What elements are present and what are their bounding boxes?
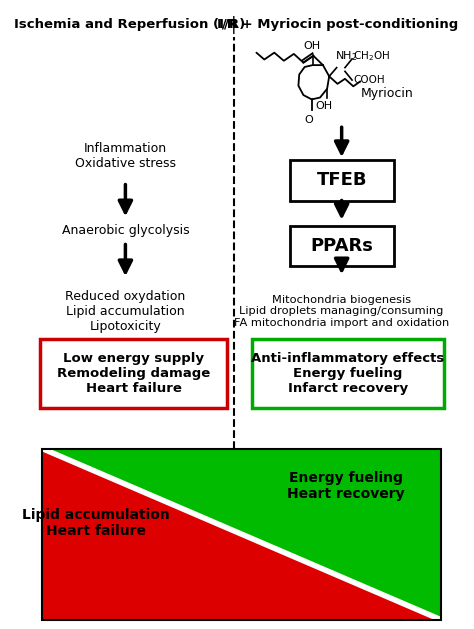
Text: Mitochondria biogenesis
Lipid droplets managing/consuming
FA mitochondria import: Mitochondria biogenesis Lipid droplets m… — [234, 295, 449, 328]
Text: Low energy supply
Remodeling damage
Heart failure: Low energy supply Remodeling damage Hear… — [57, 352, 210, 395]
Text: Lipid accumulation
Heart failure: Lipid accumulation Heart failure — [22, 508, 170, 538]
Text: Energy fueling
Heart recovery: Energy fueling Heart recovery — [287, 471, 405, 501]
Bar — [42, 448, 441, 620]
Text: OH: OH — [316, 101, 333, 111]
FancyBboxPatch shape — [40, 340, 228, 408]
Text: I/R + Myriocin post-conditioning: I/R + Myriocin post-conditioning — [217, 18, 458, 31]
Text: PPARs: PPARs — [310, 237, 373, 255]
Text: Ischemia and Reperfusion (I/R): Ischemia and Reperfusion (I/R) — [14, 18, 245, 31]
Bar — [42, 448, 441, 620]
Text: |: | — [231, 16, 237, 33]
Text: Anaerobic glycolysis: Anaerobic glycolysis — [62, 224, 189, 237]
FancyBboxPatch shape — [290, 160, 393, 201]
FancyBboxPatch shape — [252, 340, 444, 408]
Text: TFEB: TFEB — [317, 172, 367, 189]
Text: Anti-inflammatory effects
Energy fueling
Infarct recovery: Anti-inflammatory effects Energy fueling… — [251, 352, 445, 395]
FancyBboxPatch shape — [290, 226, 393, 266]
Text: O: O — [304, 115, 313, 125]
Polygon shape — [42, 448, 441, 620]
Text: NH$_2$: NH$_2$ — [336, 49, 358, 63]
Text: CH$_2$OH: CH$_2$OH — [353, 49, 390, 63]
Text: Myriocin: Myriocin — [361, 87, 414, 99]
Text: COOH: COOH — [353, 75, 385, 85]
Text: Reduced oxydation
Lipid accumulation
Lipotoxicity: Reduced oxydation Lipid accumulation Lip… — [65, 290, 185, 333]
Text: Inflammation
Oxidative stress: Inflammation Oxidative stress — [75, 142, 176, 170]
Text: OH: OH — [303, 42, 320, 52]
